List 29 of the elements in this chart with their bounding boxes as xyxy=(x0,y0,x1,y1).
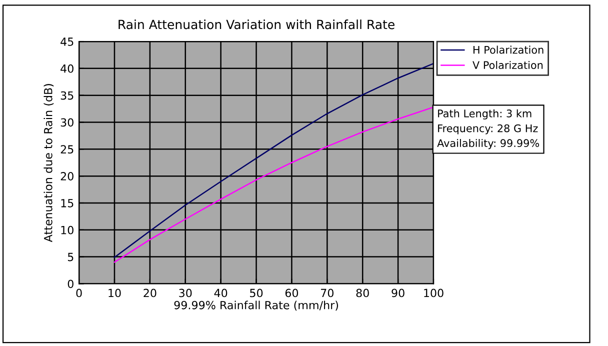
y-tick-label: 5 xyxy=(68,252,74,262)
x-tick-label: 70 xyxy=(321,288,334,298)
x-tick-label: 0 xyxy=(76,288,82,298)
y-tick-label: 40 xyxy=(60,64,74,73)
y-tick-label: 20 xyxy=(60,172,74,180)
y-tick-label: 0 xyxy=(68,280,74,288)
text: Path Length: 3 km Frequency: 28 G Hz Availability: 99.99% xyxy=(437,109,540,150)
y-axis-title: Attenuation due to Rain (dB) xyxy=(44,84,54,242)
x-tick-label: 20 xyxy=(144,288,156,298)
x-tick-label: 80 xyxy=(356,288,369,298)
y-tick-label: 15 xyxy=(61,199,74,208)
x-tick-label: 40 xyxy=(214,288,228,298)
x-tick-label: 90 xyxy=(392,288,404,298)
x-tick-label: 50 xyxy=(250,288,263,298)
x-axis-title: 99.99% Rainfall Rate (mm/hr) xyxy=(174,300,338,311)
legend-label: V Polarization xyxy=(472,60,543,70)
x-tick-label: 30 xyxy=(179,288,192,298)
x-tick-label: 100 xyxy=(424,288,444,298)
y-tick-label: 25 xyxy=(60,145,74,154)
y-tick-label: 35 xyxy=(60,91,74,100)
chart-title: Rain Attenuation Variation with Rainfall Rate xyxy=(118,20,394,30)
x-tick-label: 10 xyxy=(108,288,121,298)
x-tick-label: 60 xyxy=(285,288,298,298)
y-tick-label: 30 xyxy=(60,118,74,127)
legend-label: H Polarization xyxy=(473,46,544,54)
line-series xyxy=(114,106,434,263)
line-series xyxy=(114,62,434,258)
y-tick-label: 10 xyxy=(61,226,74,234)
y-tick-label: 45 xyxy=(60,38,74,46)
